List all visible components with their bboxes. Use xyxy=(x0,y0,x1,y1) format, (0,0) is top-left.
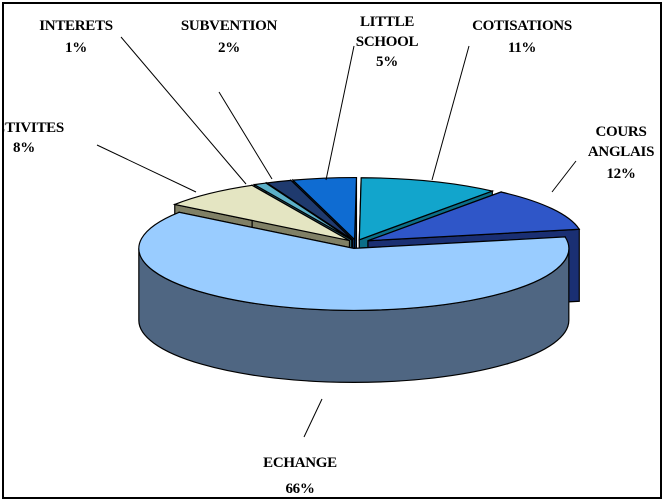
slice-label-line: COTISATIONS xyxy=(472,18,572,34)
slice-labels: COTISATIONS 11% COURS ANGLAIS 12% ECHANGE 66% A… xyxy=(4,14,654,497)
slice-percent-label: 5% xyxy=(376,54,398,70)
pie-slice-interets xyxy=(252,182,353,241)
pie-slice-little-school xyxy=(291,176,358,241)
slice-label-little-school: LITTLE SCHOOL 5% xyxy=(356,14,419,70)
slice-label-line: COURS xyxy=(595,124,646,140)
slice-percent-label: 8% xyxy=(13,140,35,156)
slice-percent-label: 11% xyxy=(508,40,536,56)
pie-tops xyxy=(138,176,581,311)
slice-label-activites: ACTIVITES 8% xyxy=(4,120,64,156)
slice-label-line: LITTLE xyxy=(360,14,414,30)
slice-percent-label: 1% xyxy=(65,40,87,56)
pie-slice-cotisations xyxy=(358,177,495,241)
leader-line-5 xyxy=(218,91,273,180)
slice-label-line: SUBVENTION xyxy=(181,18,278,34)
slice-percent-label: 66% xyxy=(285,481,314,497)
leader-line-6 xyxy=(325,45,355,181)
leader-line-2 xyxy=(303,398,323,438)
slice-label-line: ECHANGE xyxy=(263,455,337,471)
slice-label-echange: ECHANGE 66% xyxy=(263,455,337,497)
leader-line-0 xyxy=(431,45,470,181)
slice-label-line: INTERETS xyxy=(39,18,112,34)
slice-label-cours-anglais: COURS ANGLAIS 12% xyxy=(588,124,654,182)
slice-percent-label: 12% xyxy=(606,166,635,182)
slice-percent-label: 2% xyxy=(218,40,240,56)
slice-label-line: SCHOOL xyxy=(356,34,419,50)
pie-chart: COTISATIONS 11% COURS ANGLAIS 12% ECHANGE 66% A… xyxy=(4,14,654,497)
pie-slice-echange xyxy=(138,211,570,311)
pie-slice-activites xyxy=(172,184,350,242)
leader-line-4 xyxy=(120,36,247,185)
pie-slice-cours-anglais xyxy=(367,191,581,242)
slice-label-line: ANGLAIS xyxy=(588,144,654,160)
leader-line-3 xyxy=(96,144,197,193)
leader-lines xyxy=(96,36,577,438)
slice-label-interets: INTERETS 1% xyxy=(39,18,112,56)
slice-label-subvention: SUBVENTION 2% xyxy=(181,18,278,56)
leader-line-1 xyxy=(551,160,577,193)
slice-label-cotisations: COTISATIONS 11% xyxy=(472,18,572,56)
slice-label-line: ACTIVITES xyxy=(4,120,64,136)
